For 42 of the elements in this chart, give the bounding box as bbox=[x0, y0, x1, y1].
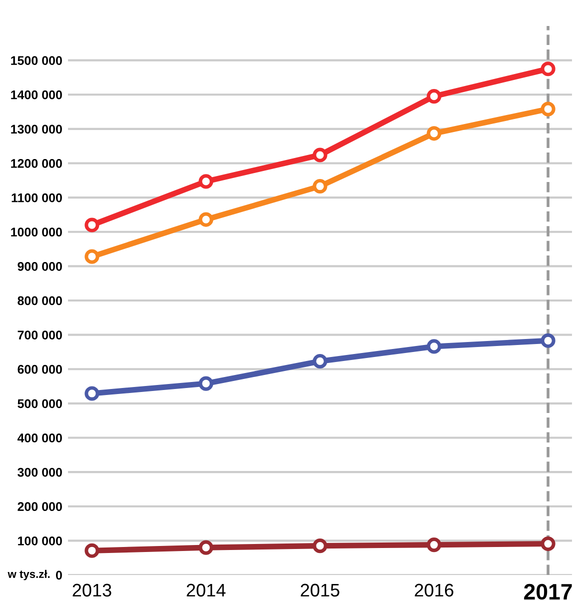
point bbox=[426, 339, 442, 354]
y-tick-label: 200 000 bbox=[18, 502, 62, 512]
y-tick-label: 1000 000 bbox=[11, 228, 62, 237]
y-tick-label: 1200 000 bbox=[11, 159, 62, 168]
y-tick-label: 1300 000 bbox=[11, 124, 62, 134]
point bbox=[198, 174, 214, 189]
point bbox=[84, 249, 100, 264]
y-tick-label: 1500 000 bbox=[11, 56, 62, 65]
y-tick-label: 500 000 bbox=[18, 399, 62, 408]
point bbox=[84, 386, 100, 401]
point bbox=[540, 102, 556, 116]
x-tick-label: 2014 bbox=[186, 584, 226, 597]
y-tick-label: 900 000 bbox=[18, 262, 62, 271]
y-tick-label: 600 000 bbox=[18, 364, 62, 374]
y-tick-label: 1100 000 bbox=[12, 193, 62, 202]
point bbox=[312, 354, 328, 369]
x-tick-label: 2017 bbox=[524, 584, 572, 600]
point bbox=[540, 333, 556, 348]
point bbox=[426, 538, 442, 552]
point bbox=[540, 62, 556, 76]
y-tick-label: 100 000 bbox=[18, 536, 62, 546]
y-tick-label: 400 000 bbox=[17, 434, 62, 442]
point bbox=[426, 126, 442, 141]
y-tick-label: 0 bbox=[56, 570, 62, 580]
point bbox=[312, 148, 328, 162]
point bbox=[84, 218, 100, 232]
point bbox=[198, 212, 214, 227]
point bbox=[540, 536, 556, 552]
point bbox=[312, 178, 328, 194]
y-tick-label: 700 000 bbox=[18, 330, 62, 340]
y-tick-label: 1400 000 bbox=[11, 90, 62, 100]
x-tick-label: 2015 bbox=[300, 584, 340, 597]
x-tick-label: 2013 bbox=[72, 584, 112, 597]
point bbox=[426, 89, 442, 104]
x-tick-label: 2016 bbox=[414, 584, 454, 597]
point bbox=[198, 540, 214, 555]
y-tick-label: 300 000 bbox=[18, 468, 62, 477]
point bbox=[84, 543, 100, 558]
y-axis-title: w tys.zł. bbox=[8, 570, 50, 580]
y-tick-label: 800 000 bbox=[18, 296, 62, 306]
point bbox=[312, 538, 328, 554]
point bbox=[198, 376, 214, 391]
